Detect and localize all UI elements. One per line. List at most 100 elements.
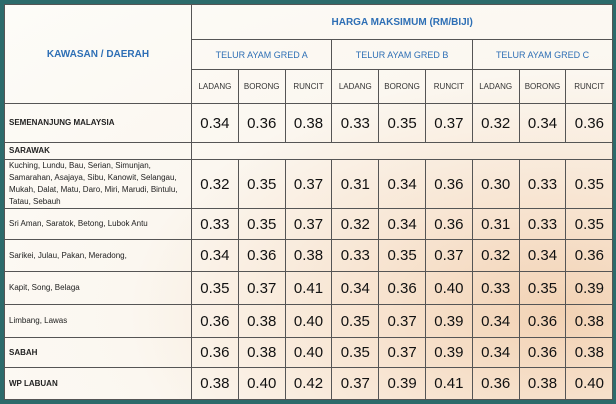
data-row: SEMENANJUNG MALAYSIA 0.34 0.36 0.38 0.33 0.35… (4, 103, 614, 143)
price-cell: 0.39 (378, 367, 426, 400)
data-row: SARAWAK (4, 142, 614, 160)
price-cell: 0.31 (471, 208, 520, 240)
price-cell: 0.36 (424, 159, 473, 209)
price-cell: 0.35 (378, 103, 426, 143)
data-row: Limbang, Lawas 0.36 0.38 0.40 0.35 0.37 0.39 0.… (4, 304, 614, 338)
price-cell: 0.38 (565, 337, 614, 368)
region-name: Kapit, Song, Belaga (4, 271, 192, 305)
price-cell: 0.34 (378, 159, 426, 209)
price-cell: 0.37 (284, 208, 333, 240)
data-row: Sri Aman, Saratok, Betong, Lubok Antu 0.3… (4, 208, 614, 240)
region-name: Sri Aman, Saratok, Betong, Lubok Antu (4, 208, 192, 240)
price-cell: 0.33 (191, 208, 239, 240)
price-cell: 0.33 (331, 103, 380, 143)
price-cell: 0.39 (424, 304, 473, 338)
price-cell: 0.34 (518, 103, 567, 143)
data-row: SABAH 0.36 0.38 0.40 0.35 0.37 0.39 0.34 0.36 0.3… (4, 337, 614, 368)
price-cell: 0.40 (284, 337, 333, 368)
sub-header: RUNCIT (565, 69, 614, 104)
price-cell: 0.36 (237, 239, 286, 272)
sub-header: LADANG (331, 69, 380, 104)
price-cell: 0.35 (565, 159, 614, 209)
region-name: SARAWAK (4, 142, 192, 160)
sub-header: BORONG (237, 69, 286, 104)
price-cell: 0.36 (424, 208, 473, 240)
empty-cell (190, 142, 614, 160)
price-cell: 0.30 (471, 159, 520, 209)
price-cell: 0.33 (331, 239, 380, 272)
price-table: KAWASAN / DAERAH HARGA MAKSIMUM (RM/BIJI)… (4, 4, 614, 400)
price-cell: 0.41 (284, 271, 333, 305)
price-cell: 0.32 (191, 159, 239, 209)
price-cell: 0.37 (378, 337, 426, 368)
price-cell: 0.36 (565, 239, 614, 272)
data-row: Sarikei, Julau, Pakan, Meradong, 0.34 0.36… (4, 239, 614, 272)
price-cell: 0.32 (471, 103, 520, 143)
price-cell: 0.40 (284, 304, 333, 338)
data-row: WP LABUAN 0.38 0.40 0.42 0.37 0.39 0.41 0.36 0.3… (4, 367, 614, 400)
table-body: KAWASAN / DAERAH HARGA MAKSIMUM (RM/BIJI)… (4, 4, 614, 400)
price-cell: 0.33 (471, 271, 520, 305)
price-cell: 0.34 (518, 239, 567, 272)
price-cell: 0.33 (518, 208, 567, 240)
price-cell: 0.33 (518, 159, 567, 209)
price-cell: 0.40 (237, 367, 286, 400)
price-cell: 0.41 (424, 367, 473, 400)
price-cell: 0.35 (331, 337, 380, 368)
price-cell: 0.38 (518, 367, 567, 400)
region-name: Limbang, Lawas (4, 304, 192, 338)
price-cell: 0.35 (237, 208, 286, 240)
region-name: WP LABUAN (4, 367, 192, 400)
price-cell: 0.38 (237, 337, 286, 368)
price-cell: 0.36 (378, 271, 426, 305)
price-cell: 0.37 (237, 271, 286, 305)
grade-header: TELUR AYAM GRED C (471, 39, 614, 70)
price-cell: 0.34 (331, 271, 380, 305)
price-cell: 0.35 (518, 271, 567, 305)
sub-header: LADANG (471, 69, 520, 104)
price-cell: 0.35 (191, 271, 239, 305)
price-cell: 0.40 (424, 271, 473, 305)
price-cell: 0.36 (518, 337, 567, 368)
price-cell: 0.38 (565, 304, 614, 338)
price-cell: 0.36 (191, 337, 239, 368)
price-cell: 0.31 (331, 159, 380, 209)
price-cell: 0.37 (424, 239, 473, 272)
region-name: Sarikei, Julau, Pakan, Meradong, (4, 239, 192, 272)
sub-header: RUNCIT (284, 69, 333, 104)
price-cell: 0.34 (191, 103, 239, 143)
sub-header: LADANG (191, 69, 239, 104)
price-cell: 0.38 (191, 367, 239, 400)
data-row: Kuching, Lundu, Bau, Serian, Simunjan, S… (4, 159, 614, 209)
price-cell: 0.42 (284, 367, 333, 400)
price-cell: 0.37 (284, 159, 333, 209)
region-header: KAWASAN / DAERAH (4, 4, 192, 104)
data-row: Kapit, Song, Belaga 0.35 0.37 0.41 0.34 0.36 0… (4, 271, 614, 305)
sub-header-row: LADANG BORONG RUNCIT LADANG BORONG RUNCIT LADA… (5, 69, 614, 104)
grade-header: TELUR AYAM GRED B (331, 39, 473, 70)
price-cell: 0.38 (284, 239, 333, 272)
price-cell: 0.32 (471, 239, 520, 272)
price-cell: 0.40 (565, 367, 614, 400)
price-cell: 0.37 (424, 103, 473, 143)
sub-header: RUNCIT (424, 69, 473, 104)
price-cell: 0.36 (565, 103, 614, 143)
price-cell: 0.34 (191, 239, 239, 272)
table-title: HARGA MAKSIMUM (RM/BIJI) (190, 4, 614, 40)
price-cell: 0.34 (471, 337, 520, 368)
price-cell: 0.35 (565, 208, 614, 240)
price-cell: 0.38 (284, 103, 333, 143)
grade-header: TELUR AYAM GRED A (190, 39, 333, 70)
price-cell: 0.36 (191, 304, 239, 338)
price-cell: 0.34 (471, 304, 520, 338)
price-cell: 0.36 (518, 304, 567, 338)
region-name: SABAH (4, 337, 192, 368)
price-cell: 0.39 (424, 337, 473, 368)
price-cell: 0.37 (331, 367, 380, 400)
price-cell: 0.36 (237, 103, 286, 143)
sub-header: BORONG (378, 69, 426, 104)
price-cell: 0.34 (378, 208, 426, 240)
price-cell: 0.32 (331, 208, 380, 240)
price-cell: 0.37 (378, 304, 426, 338)
